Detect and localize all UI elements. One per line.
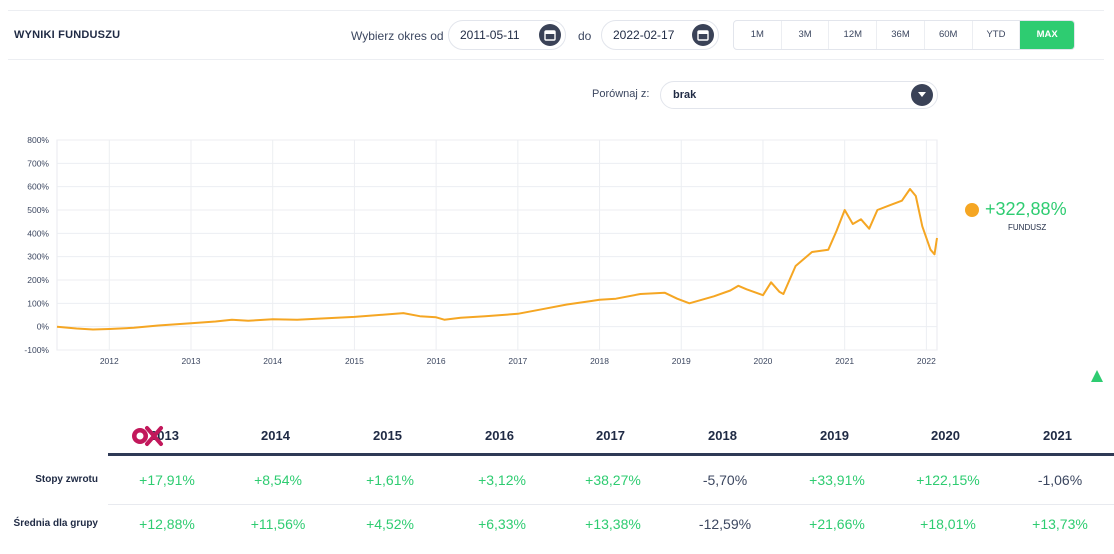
page-title: WYNIKI FUNDUSZU	[14, 29, 121, 41]
period-60m-button[interactable]: 60M	[925, 21, 973, 49]
date-from-field[interactable]: 2011-05-11	[448, 20, 566, 50]
table-row: Stopy zwrotu +17,91% +8,54% +1,61% +3,12% +38…	[0, 464, 1114, 504]
x-tick-label: 2016	[427, 356, 446, 366]
year-header-2017: 2017	[596, 428, 625, 443]
table-row: Średnia dla grupy +12,88% +11,56% +4,52% +6,…	[0, 508, 1114, 548]
table-cell: +17,91%	[139, 472, 195, 488]
table-cell: +21,66%	[809, 516, 865, 532]
y-tick-label: 400%	[27, 228, 49, 238]
results-header: WYNIKI FUNDUSZU Wybierz okres od 2011-05…	[8, 10, 1104, 60]
y-tick-label: 800%	[27, 135, 49, 145]
x-tick-label: 2013	[182, 356, 201, 366]
date-from-value: 2011-05-11	[460, 28, 520, 42]
x-tick-label: 2018	[590, 356, 609, 366]
year-header-2020: 2020	[931, 428, 960, 443]
y-tick-label: 600%	[27, 182, 49, 192]
table-cell: +18,01%	[920, 516, 976, 532]
x-tick-label: 2020	[754, 356, 773, 366]
y-tick-label: 100%	[27, 298, 49, 308]
table-cell: +33,91%	[809, 472, 865, 488]
fund-logo-icon	[132, 426, 163, 446]
y-tick-label: 700%	[27, 158, 49, 168]
table-cell: +6,33%	[478, 516, 526, 532]
fund-performance-line	[56, 188, 938, 331]
period-max-button[interactable]: MAX	[1020, 21, 1074, 49]
y-tick-label: 300%	[27, 252, 49, 262]
year-header-2016: 2016	[485, 428, 514, 443]
year-header-2019: 2019	[820, 428, 849, 443]
performance-chart: 800% 700% 600% 500% 400% 300% 200% 100% 0% -100% 2…	[24, 135, 938, 366]
period-3m-button[interactable]: 3M	[782, 21, 830, 49]
legend-value: +322,88%	[985, 199, 1067, 219]
table-cell: +13,73%	[1032, 516, 1088, 532]
table-cell: -1,06%	[1037, 472, 1083, 488]
calendar-icon[interactable]	[692, 24, 714, 46]
table-cell: +12,88%	[139, 516, 195, 532]
date-to-field[interactable]: 2022-02-17	[601, 20, 719, 50]
period-from-label: Wybierz okres od	[351, 29, 444, 43]
year-header-2018: 2018	[708, 428, 737, 443]
x-tick-label: 2019	[672, 356, 691, 366]
y-tick-label: 200%	[27, 275, 49, 285]
period-selector: 1M 3M 12M 36M 60M YTD MAX	[733, 20, 1075, 50]
x-tick-label: 2021	[835, 356, 854, 366]
calendar-icon[interactable]	[539, 24, 561, 46]
legend-marker	[965, 203, 979, 217]
table-cell: -5,70%	[702, 472, 748, 488]
date-to-value: 2022-02-17	[613, 28, 675, 42]
table-cell: +122,15%	[916, 472, 980, 488]
period-ytd-button[interactable]: YTD	[973, 21, 1021, 49]
x-tick-label: 2017	[508, 356, 527, 366]
period-12m-button[interactable]: 12M	[829, 21, 878, 49]
year-header-2015: 2015	[373, 428, 402, 443]
period-to-label: do	[578, 29, 592, 43]
year-header-2014: 2014	[261, 428, 290, 443]
legend-series-name: FUNDUSZ	[1008, 223, 1047, 232]
row-divider	[108, 504, 1114, 505]
table-cell: +3,12%	[478, 472, 526, 488]
row-label: Stopy zwrotu	[35, 474, 98, 485]
chevron-down-icon[interactable]	[911, 84, 933, 106]
period-1m-button[interactable]: 1M	[734, 21, 782, 49]
x-tick-label: 2014	[263, 356, 282, 366]
scroll-up-icon[interactable]	[1091, 370, 1103, 382]
y-tick-label: -100%	[24, 345, 49, 355]
compare-label: Porównaj z:	[592, 88, 650, 100]
y-tick-label: 500%	[27, 205, 49, 215]
compare-select[interactable]: brak	[660, 81, 938, 109]
compare-value: brak	[673, 89, 697, 101]
plot-area	[56, 139, 938, 351]
table-cell: +38,27%	[585, 472, 641, 488]
x-tick-label: 2012	[100, 356, 119, 366]
table-cell: +8,54%	[254, 472, 302, 488]
table-cell: +13,38%	[585, 516, 641, 532]
x-tick-label: 2022	[917, 356, 936, 366]
table-header: 2013 2014 2015 2016 2017 2018 2019 2020 2021	[108, 420, 1114, 456]
x-tick-label: 2015	[345, 356, 364, 366]
y-tick-label: 0%	[37, 322, 50, 332]
table-cell: +4,52%	[366, 516, 414, 532]
table-cell: +1,61%	[366, 472, 414, 488]
year-header-2021: 2021	[1043, 428, 1072, 443]
row-label: Średnia dla grupy	[13, 518, 98, 529]
table-cell: -12,59%	[698, 516, 752, 532]
period-36m-button[interactable]: 36M	[877, 21, 925, 49]
table-cell: +11,56%	[250, 516, 306, 532]
